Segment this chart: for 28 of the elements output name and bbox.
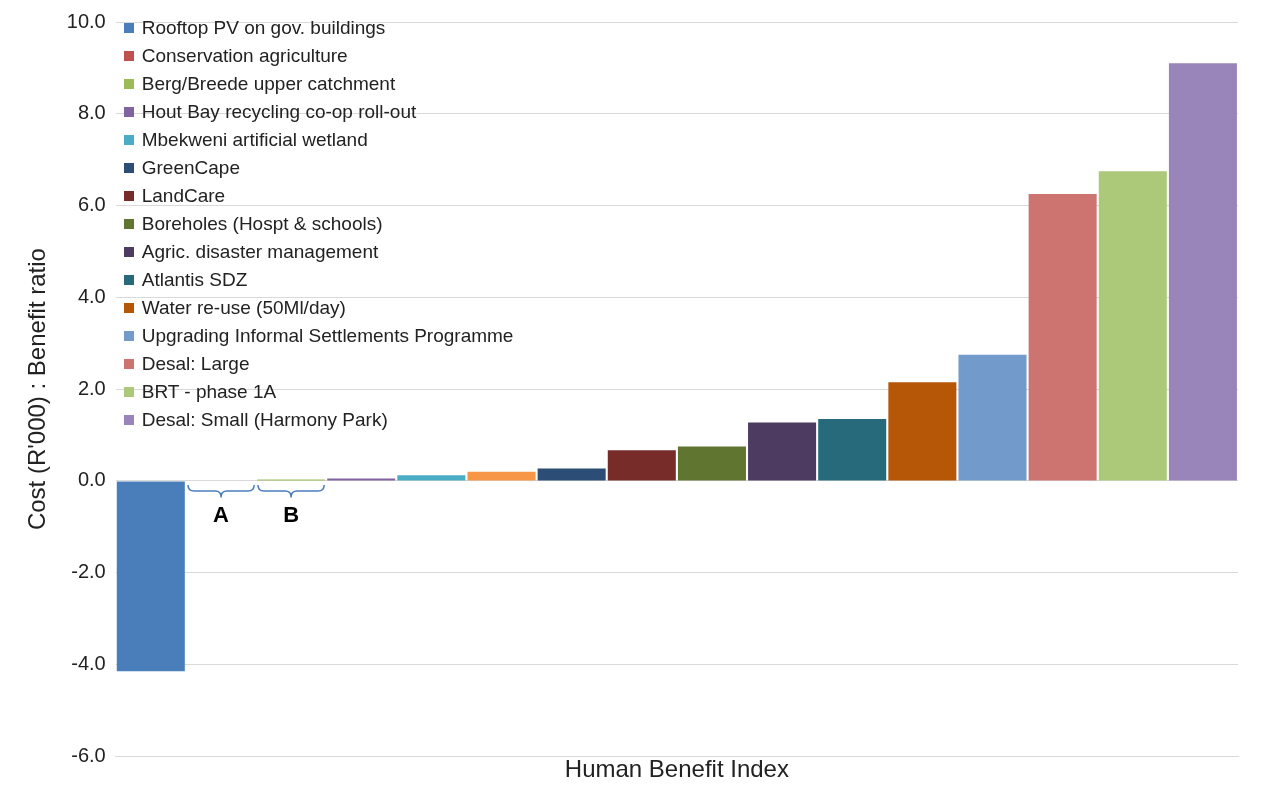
legend-label: Upgrading Informal Settlements Programme bbox=[141, 324, 514, 348]
y-tick-label: -4.0 bbox=[71, 651, 106, 674]
legend-label: Desal: Large bbox=[141, 352, 250, 376]
legend-label: Agric. disaster management bbox=[141, 240, 379, 264]
legend-label: Desal: Small (Harmony Park) bbox=[141, 408, 388, 432]
y-axis-title: Cost (R'000) : Benefit ratio bbox=[23, 248, 51, 531]
y-tick-label: 8.0 bbox=[77, 101, 106, 124]
legend-label: BRT - phase 1A bbox=[141, 380, 277, 404]
x-axis-title: Human Benefit Index bbox=[564, 755, 789, 783]
y-tick-label: -2.0 bbox=[71, 560, 106, 583]
legend-label: Water re-use (50Ml/day) bbox=[141, 296, 346, 320]
y-tick-label: 6.0 bbox=[77, 193, 106, 216]
legend-label: GreenCape bbox=[141, 156, 240, 180]
legend-label: Hout Bay recycling co-op roll-out bbox=[141, 100, 417, 124]
legend-label: Mbekweni artificial wetland bbox=[141, 128, 368, 152]
annotation: B bbox=[283, 501, 300, 527]
y-tick-label: 4.0 bbox=[77, 284, 106, 307]
y-tick-label: -6.0 bbox=[71, 743, 106, 766]
legend-label: LandCare bbox=[141, 184, 226, 208]
legend-label: Atlantis SDZ bbox=[141, 268, 248, 292]
legend-label: Berg/Breede upper catchment bbox=[141, 72, 396, 96]
annotation: A bbox=[212, 501, 229, 527]
y-tick-label: 2.0 bbox=[77, 376, 106, 399]
y-tick-label: 10.0 bbox=[66, 9, 106, 32]
legend-label: Conservation agriculture bbox=[141, 44, 348, 68]
legend-label: Rooftop PV on gov. buildings bbox=[141, 16, 386, 40]
legend-label: Boreholes (Hospt & schools) bbox=[141, 212, 383, 236]
y-tick-label: 0.0 bbox=[77, 468, 106, 491]
